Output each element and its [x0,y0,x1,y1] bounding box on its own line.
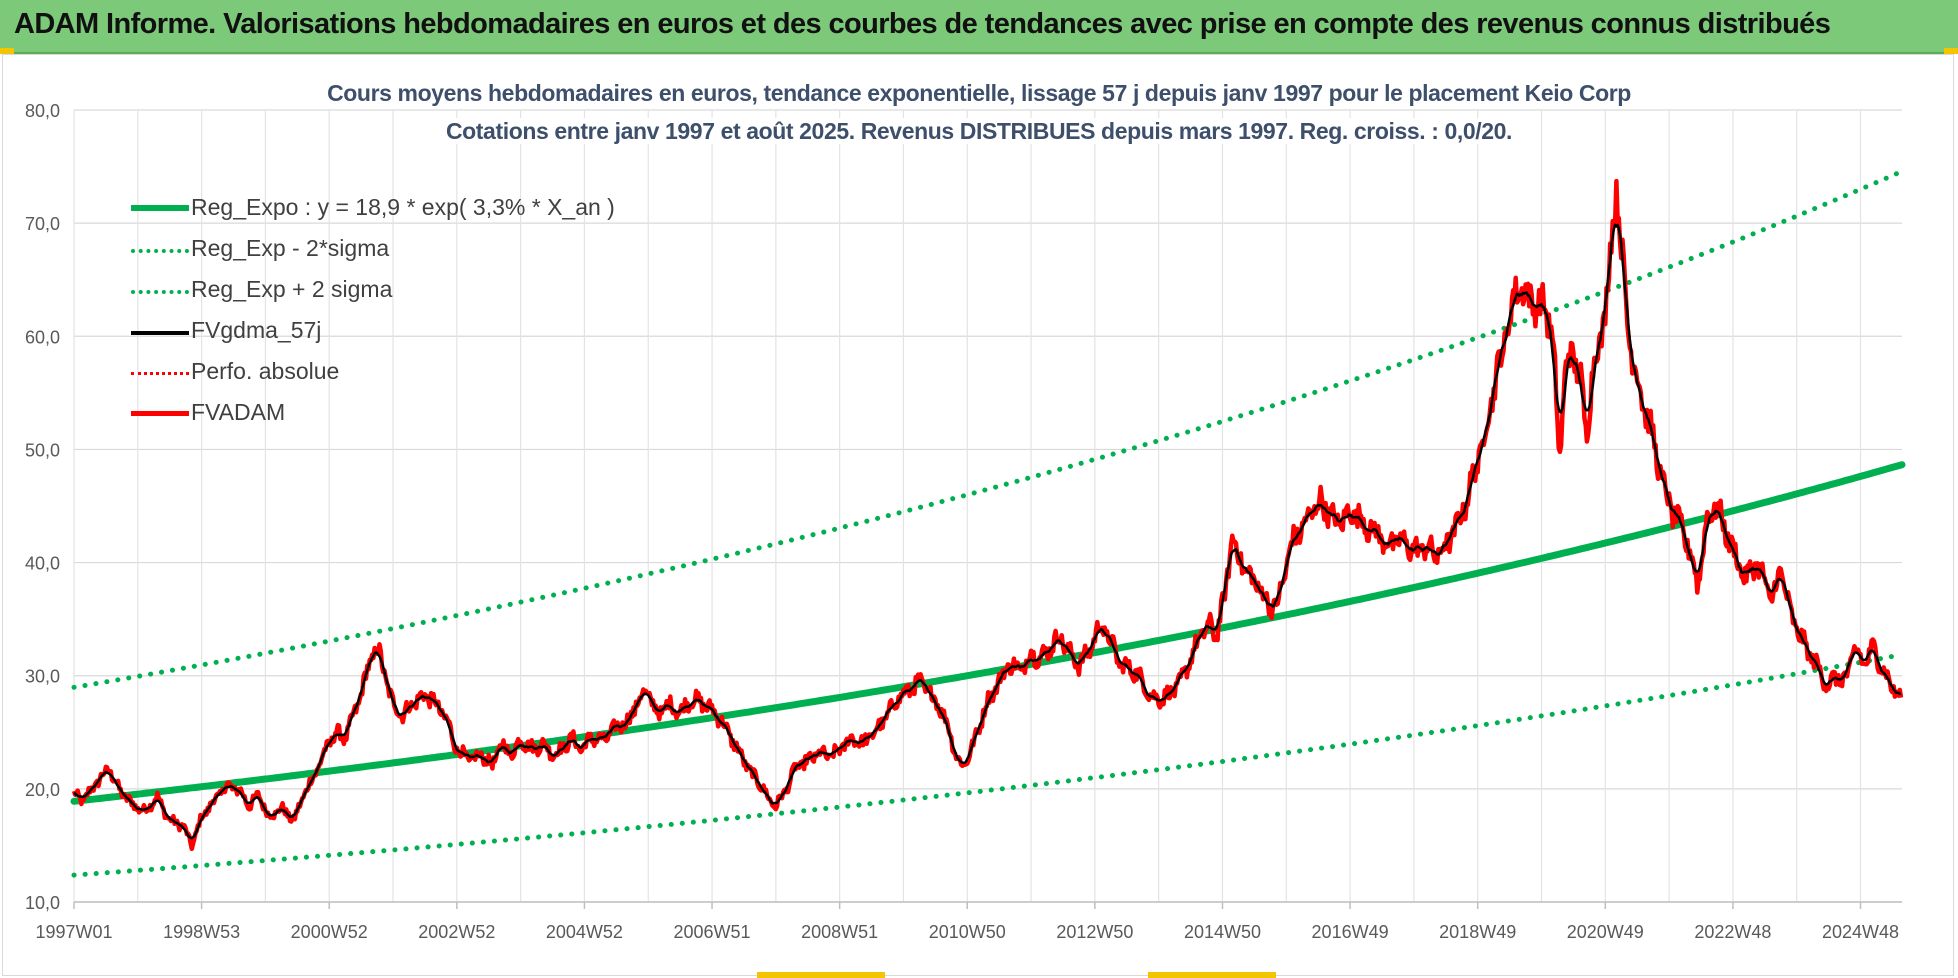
y-tick-label: 50,0 [25,440,60,460]
legend-swatch-reg-plus [131,290,189,294]
chart-gridlines [73,109,1902,903]
legend-label-perfo: Perfo. absolue [191,358,340,384]
x-tick-label: 2002W52 [418,922,495,942]
x-tick-label: 2018W49 [1439,922,1516,942]
x-tick-label: 1998W53 [163,922,240,942]
legend-label-reg-minus: Reg_Exp - 2*sigma [191,235,390,261]
y-tick-label: 30,0 [25,667,60,687]
banner-corner-left [0,48,14,54]
legend-label-fvgdma: FVgdma_57j [191,317,322,343]
series-reg-expo [70,461,1906,805]
x-tick-label: 2022W48 [1694,922,1771,942]
legend-swatch-fvgdma [131,331,189,335]
series-reg-plus [71,168,1905,690]
y-tick-label: 40,0 [25,554,60,574]
x-tick-label: 2000W52 [291,922,368,942]
legend-label-fvadam: FVADAM [191,399,286,425]
x-tick-label: 2016W49 [1312,922,1389,942]
x-tick-label: 2010W50 [929,922,1006,942]
legend-label-reg-expo: Reg_Expo : y = 18,9 * exp( 3,3% * X_an ) [191,194,615,220]
x-tick-label: 2024W48 [1822,922,1899,942]
x-tick-label: 2008W51 [801,922,878,942]
series-reg-minus [71,652,1905,878]
series-fvgdma [73,223,1902,840]
bottom-tab-right [1148,972,1276,978]
x-tick-label: 2014W50 [1184,922,1261,942]
x-tick-label: 2006W51 [674,922,751,942]
legend-label-reg-plus: Reg_Exp + 2 sigma [191,276,393,302]
y-axis-tick-labels: 10,0 20,0 30,0 40,0 50,0 60,0 70,0 80,0 [25,101,60,913]
legend-swatch-perfo [131,372,189,375]
y-tick-label: 70,0 [25,214,60,234]
chart-frame [2,54,1954,976]
x-tick-label: 1997W01 [35,922,112,942]
banner-corner-right [1944,48,1958,54]
chart-title: Cours moyens hebdomadaires en euros, ten… [323,80,1635,106]
y-tick-label: 60,0 [25,327,60,347]
chart-subtitle: Cotations entre janv 1997 et août 2025. … [441,118,1517,144]
y-tick-label: 20,0 [25,780,60,800]
chart-series [70,168,1906,878]
bottom-tab-left [757,972,885,978]
y-tick-label: 80,0 [25,101,60,121]
x-tick-label: 2020W49 [1567,922,1644,942]
legend-swatch-reg-expo [131,205,189,211]
x-tick-label: 2004W52 [546,922,623,942]
legend-swatch-reg-minus [131,249,189,253]
report-banner: ADAM Informe. Valorisations hebdomadaire… [0,0,1958,54]
x-axis-tick-labels: 1997W01 1998W53 2000W52 2002W52 2004W52 2006W… [35,902,1899,942]
y-tick-label: 10,0 [25,893,60,913]
legend-swatch-fvadam [131,411,189,416]
x-tick-label: 2012W50 [1056,922,1133,942]
report-title: ADAM Informe. Valorisations hebdomadaire… [14,8,1831,40]
